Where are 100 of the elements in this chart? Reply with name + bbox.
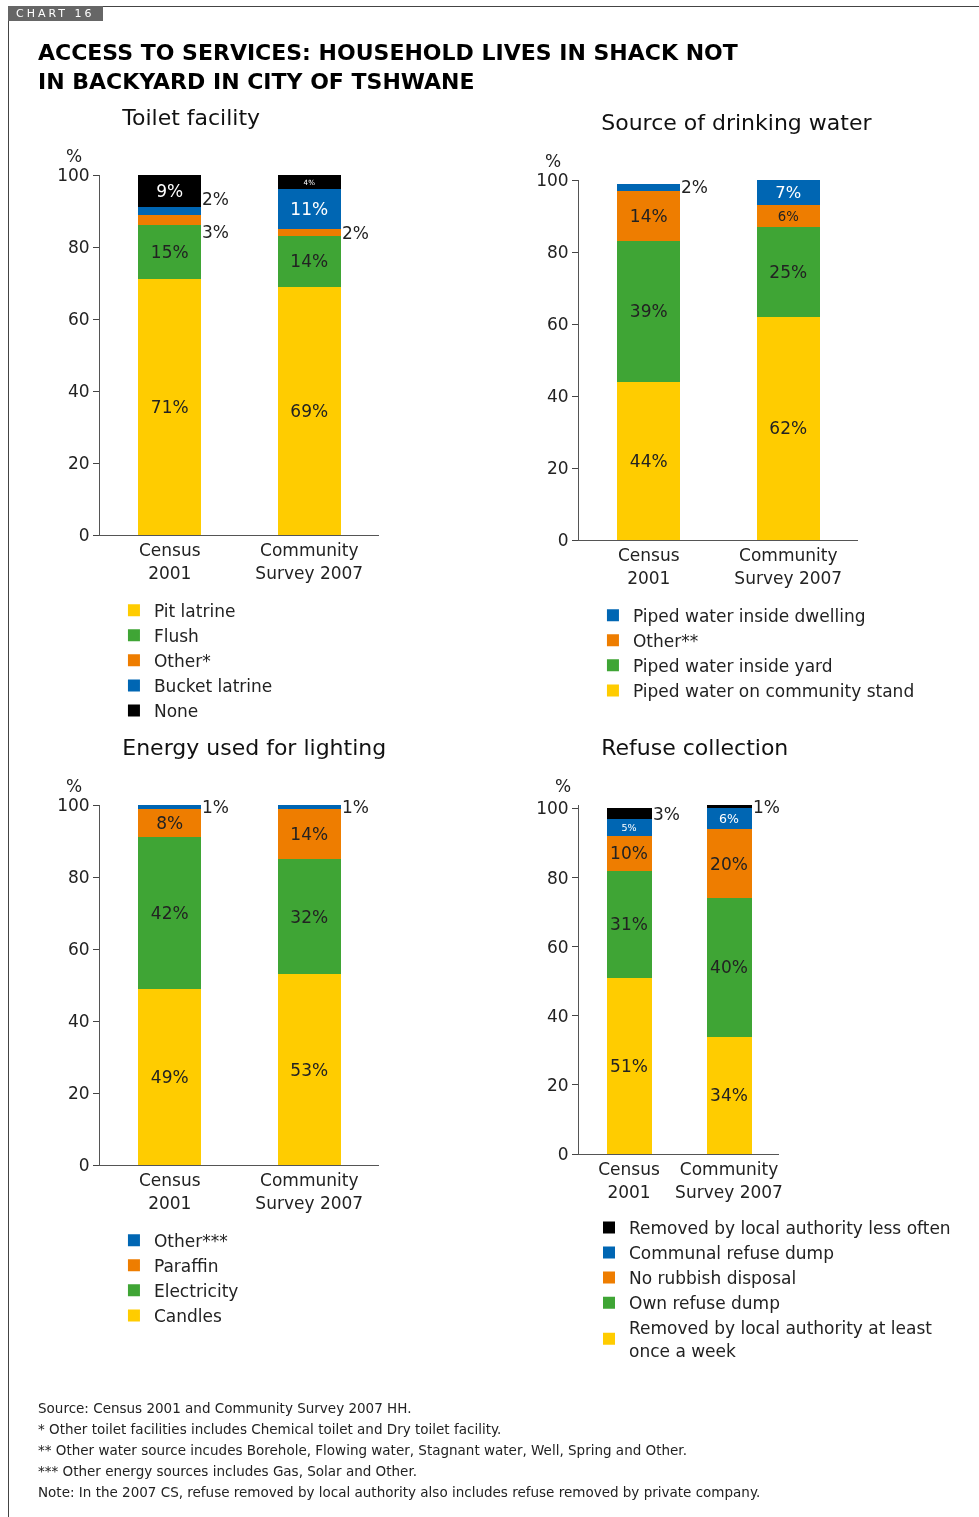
data-label: 3% [653, 804, 680, 824]
data-label: 3% [202, 222, 229, 242]
data-label: 10% [610, 843, 648, 864]
bar [606, 808, 652, 819]
bar [617, 190, 681, 242]
text: ACCESS TO SERVICES: HOUSEHOLD LIVES IN SHACK NOT IN BACKYARD IN CITY OF TSHWANE [38, 39, 738, 96]
data-label: 5% [621, 821, 637, 833]
text: *** Other energy sources includes Gas, Solar and Other. [38, 1463, 418, 1479]
y-tick-label: 40 [546, 385, 569, 406]
bar [706, 898, 752, 1037]
legend-label: Bucket latrine [153, 676, 273, 697]
legend-label: Paraffin [153, 1255, 219, 1276]
data-label: 32% [290, 906, 329, 927]
y-tick-label: 40 [67, 380, 90, 401]
y-axis-title: % [66, 146, 83, 166]
y-tick-label: 40 [67, 1010, 90, 1031]
bar [138, 279, 202, 535]
data-label: 34% [710, 1085, 748, 1106]
text: Note: In the 2007 CS, refuse removed by local authority also includes refuse removed by private company. [38, 1484, 761, 1500]
bar [606, 870, 652, 978]
data-label: 14% [290, 251, 329, 272]
legend-label: No rubbish disposal [629, 1268, 797, 1289]
bar [617, 241, 681, 382]
data-label: 14% [290, 823, 329, 844]
x-tick-label: Community Survey 2007 [255, 540, 364, 583]
bar [756, 180, 820, 206]
y-tick-label: 80 [67, 866, 90, 887]
y-tick-label: 20 [546, 457, 569, 478]
bar [606, 977, 652, 1154]
data-label: 31% [610, 914, 648, 935]
y-tick-label: 100 [536, 169, 569, 190]
x-tick-label: Census 2001 [138, 540, 201, 583]
y-tick-label: 20 [67, 1082, 90, 1103]
bar [277, 286, 341, 535]
y-tick-label: 60 [67, 938, 90, 959]
legend-label: Removed by local authority at least once a week [629, 1318, 933, 1361]
bar [277, 859, 341, 975]
y-tick-label: 60 [546, 313, 569, 334]
data-label: 1% [202, 797, 229, 817]
y-tick-label: 40 [546, 1005, 569, 1026]
legend-label: Other** [632, 630, 699, 651]
data-label: 69% [290, 400, 329, 421]
chart-title: Refuse collection [601, 735, 789, 761]
x-tick-label: Community Survey 2007 [675, 1159, 783, 1202]
data-label: 2% [202, 189, 229, 209]
y-tick-label: 100 [536, 798, 569, 819]
legend-label: Other* [153, 650, 211, 671]
legend-label: Pit latrine [153, 600, 236, 621]
y-tick-label: 20 [546, 1074, 569, 1095]
bar [277, 189, 341, 229]
data-label: 44% [629, 450, 668, 471]
bar [277, 236, 341, 287]
bar [756, 226, 820, 317]
y-tick-label: 0 [557, 529, 569, 550]
bar [138, 805, 202, 809]
x-tick-label: Census 2001 [617, 545, 680, 588]
bar [138, 214, 202, 226]
y-tick-label: 100 [57, 794, 90, 815]
data-label: 11% [290, 199, 329, 220]
x-tick-label: Census 2001 [598, 1159, 660, 1202]
x-tick-label: Community Survey 2007 [255, 1170, 364, 1213]
data-label: 7% [775, 183, 802, 203]
data-label: 51% [610, 1055, 648, 1076]
y-axis-title: % [555, 776, 572, 796]
caption: CHART 16 [8, 6, 103, 21]
chart-title: Toilet facility [121, 105, 261, 131]
legend-label: Removed by local authority less often [629, 1218, 951, 1239]
bar [617, 381, 681, 540]
data-label: 40% [710, 957, 748, 978]
bar [138, 207, 202, 215]
legend-label: Candles [153, 1306, 222, 1327]
bar [617, 183, 681, 191]
data-label: 6% [719, 811, 740, 827]
bar [706, 829, 752, 899]
y-tick-label: 80 [546, 867, 569, 888]
data-label: 39% [629, 301, 668, 322]
chart-title: Energy used for lighting [122, 735, 387, 761]
y-tick-label: 100 [57, 164, 90, 185]
bar [138, 988, 202, 1165]
legend-label: Own refuse dump [629, 1293, 780, 1314]
data-label: 2% [681, 177, 708, 197]
y-tick-label: 60 [546, 936, 569, 957]
bar [138, 175, 202, 208]
data-label: 20% [710, 853, 748, 874]
data-label: 2% [342, 223, 369, 243]
x-tick-label: Community Survey 2007 [734, 545, 843, 588]
y-axis-title: % [545, 151, 562, 171]
legend-label: Piped water inside dwelling [632, 605, 866, 626]
bar [277, 808, 341, 859]
bar [138, 837, 202, 989]
data-label: 14% [629, 206, 668, 226]
data-label: 49% [150, 1066, 189, 1087]
data-label: 25% [769, 261, 808, 282]
legend-label: Flush [153, 625, 199, 646]
data-label: 71% [150, 397, 189, 418]
chart-title: Source of drinking water [601, 110, 873, 136]
y-axis-title: % [66, 776, 83, 796]
text: ** Other water source incudes Borehole, Flowing water, Stagnant water, Well, Spring and Other. [38, 1442, 687, 1458]
y-tick-label: 80 [67, 236, 90, 257]
y-tick-label: 0 [557, 1143, 569, 1164]
